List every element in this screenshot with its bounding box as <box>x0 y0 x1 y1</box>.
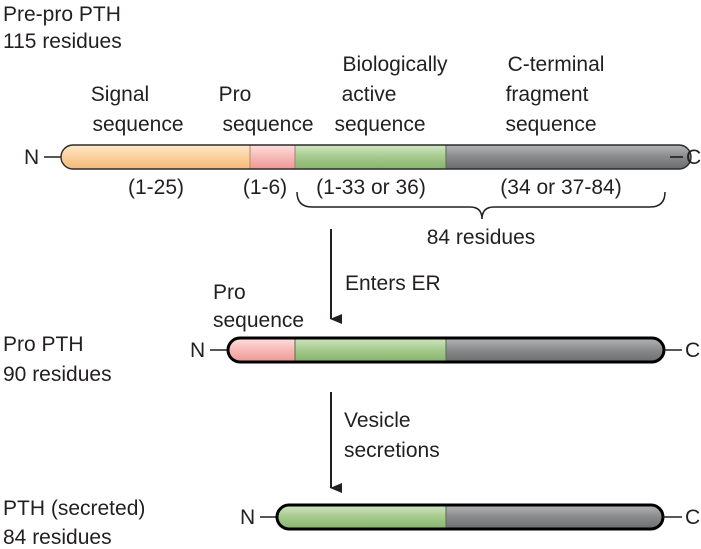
stage1-title-line1: Pre-pro PTH <box>3 3 121 26</box>
stage3-cterm-segment <box>446 505 663 529</box>
stage2-c-terminus: C <box>685 339 700 362</box>
stage2-n-terminus: N <box>190 339 205 362</box>
stage1-c-terminus: C <box>686 146 701 169</box>
bio-range: (1-33 or 36) <box>316 176 426 199</box>
stage2-pro-segment <box>228 338 295 362</box>
pro-label-line1: Pro <box>219 83 252 106</box>
stage3-bar <box>277 505 663 529</box>
stage3-c-terminus: C <box>685 506 700 529</box>
stage1-title-line2: 115 residues <box>3 30 122 53</box>
stage1-bar <box>61 145 691 169</box>
pro-segment <box>250 145 295 169</box>
vesicle-label-line1: Vesicle <box>344 409 411 432</box>
stage2-title-line2: 90 residues <box>3 363 112 386</box>
cterm-segment <box>446 145 691 169</box>
enters-er-label: Enters ER <box>345 272 441 295</box>
signal-label-line1: Signal <box>91 83 149 106</box>
stage3-bio-segment <box>277 505 446 529</box>
bio-label-line3: sequence <box>334 113 425 136</box>
bio-label-line1: Biologically <box>342 53 448 76</box>
stage3-title-line2: 84 residues <box>3 526 112 549</box>
pro-range: (1-6) <box>243 176 287 199</box>
pro-label-line2: sequence <box>222 113 313 136</box>
cterm-label-line1: C-terminal <box>508 53 605 76</box>
cterm-label-line3: sequence <box>505 113 596 136</box>
stage1-bar-outline <box>60 144 692 170</box>
signal-range: (1-25) <box>128 176 184 199</box>
residues-brace <box>296 191 666 220</box>
stage2-bio-segment <box>295 338 446 362</box>
stage1-n-terminus: N <box>24 146 39 169</box>
stage2-pro-label-line1: Pro <box>213 281 246 304</box>
stage3-title-line1: PTH (secreted) <box>3 497 145 520</box>
stage2-title-line1: Pro PTH <box>3 333 84 356</box>
stage2-bar <box>228 338 664 362</box>
bio-label-line2: active <box>342 83 397 106</box>
brace-label: 84 residues <box>427 226 536 249</box>
cterm-range: (34 or 37-84) <box>500 176 621 199</box>
stage2-pro-label-line2: sequence <box>213 309 304 332</box>
vesicle-label-line2: secretions <box>344 439 440 462</box>
stage2-cterm-segment <box>446 338 664 362</box>
stage3-n-terminus: N <box>240 506 255 529</box>
bio-segment <box>295 145 446 169</box>
signal-label-line2: sequence <box>92 113 183 136</box>
cterm-label-line2: fragment <box>506 83 589 106</box>
signal-segment <box>61 145 250 169</box>
